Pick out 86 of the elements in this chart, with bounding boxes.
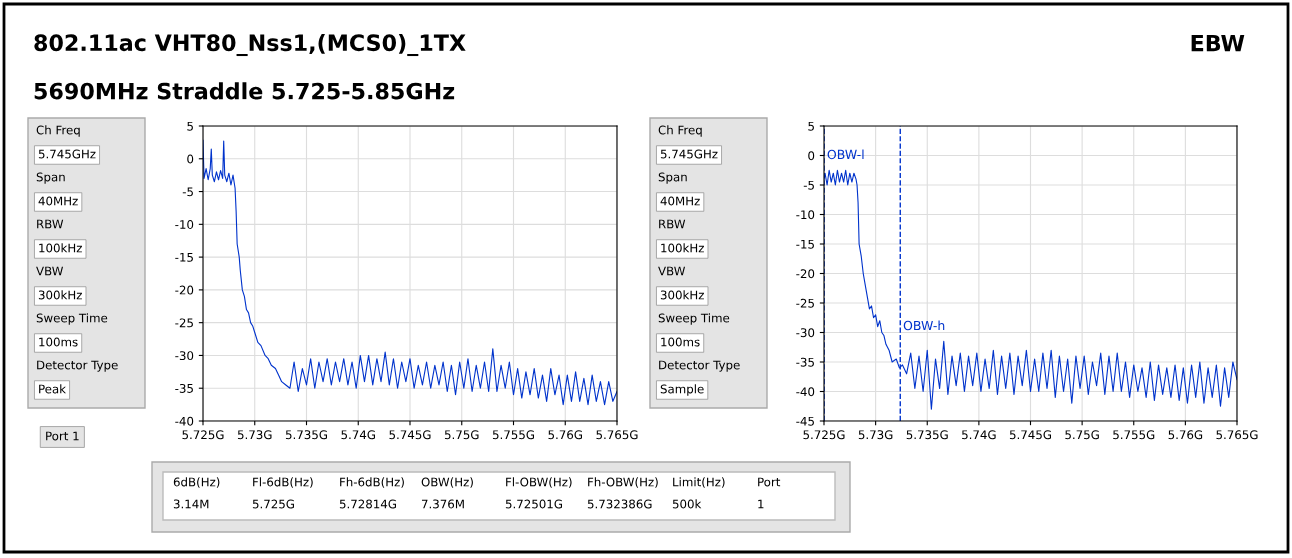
x-tick-label: 5.755G [492,430,534,440]
x-tick-label: 5.755G [1113,430,1155,440]
text: 100kHz [39,243,82,253]
y-tick-label: -40 [796,387,815,397]
text: 7.376M [421,499,464,509]
y-tick-label: -40 [175,416,194,426]
text: Fl-6dB(Hz) [253,477,313,488]
text: Detector Type [659,360,740,372]
x-tick-label: 5.75G [444,430,479,440]
y-tick-label: -10 [175,220,194,229]
text: Sweep Time [36,313,108,325]
annotation: OBW-h [903,320,945,331]
text: 300kHz [38,290,82,300]
y-tick-label: -35 [796,357,814,367]
x-tick-label: 5.73G [237,430,272,440]
chart-subtitle: 5690MHz Straddle 5.725-5.85GHz [34,82,455,100]
text: OBW(Hz) [421,477,473,488]
y-tick-label: -5 [803,180,814,190]
y-tick-label: -10 [796,210,815,220]
text: 5.725G [252,499,294,509]
text: Port 1 [46,431,79,441]
x-tick-label: 5.73G [858,430,893,440]
text: VBW [658,266,686,276]
text: 5.72814G [339,499,396,509]
y-tick-label: -45 [796,416,814,426]
text: 40MHz [660,196,700,206]
y-tick-label: 0 [187,154,194,164]
chart-title: 802.11ac VHT80_Nss1,(MCS0)_1TX [34,33,466,57]
text: Span [658,172,687,184]
x-tick-label: 5.765G [596,430,638,440]
x-tick-label: 5.725G [182,430,224,440]
x-tick-label: 5.76G [548,430,582,440]
y-tick-label: 0 [808,151,815,161]
text: 3.14M [173,499,209,509]
x-tick-label: 5.735G [285,430,327,440]
x-tick-label: 5.745G [389,430,431,440]
text: Detector Type [37,360,118,372]
y-tick-label: -20 [175,285,194,295]
y-tick-label: -25 [175,318,193,328]
text: Sweep Time [658,313,730,325]
y-tick-label: -30 [796,328,815,338]
text: 5.72501G [505,499,562,509]
x-tick-label: 5.745G [1009,430,1051,440]
text: 5.732386G [587,499,652,509]
text: Ch Freq [36,125,80,137]
text: 300kHz [660,290,704,300]
text: 100ms [39,337,78,347]
text: 100ms [661,337,700,347]
text: 5.745GHz [38,149,96,159]
x-tick-label: 5.735G [906,430,948,440]
text: Fh-6dB(Hz) [340,477,404,488]
annotation: OBW-l [827,149,864,160]
x-tick-label: 5.74G [341,430,375,440]
line-series [203,139,617,406]
x-tick-label: 5.74G [962,430,996,440]
text: Span [36,172,65,184]
text: Fh-OBW(Hz) [588,477,658,488]
text: Limit(Hz) [673,477,725,488]
x-tick-label: 5.76G [1168,430,1203,440]
x-tick-label: 5.75G [1065,430,1099,440]
text: RBW [659,219,686,229]
text: 1 [758,499,764,509]
y-tick-label: -20 [796,269,815,279]
y-tick-label: 5 [187,121,193,131]
y-tick-label: 5 [808,121,814,131]
text: 5.745GHz [660,149,718,159]
text: EBW [1191,34,1245,52]
y-tick-label: -30 [175,351,194,361]
x-tick-label: 5.725G [803,430,845,440]
y-tick-label: -15 [796,239,814,249]
y-tick-label: -5 [182,187,193,197]
text: 100kHz [661,243,704,253]
x-tick-label: 5.765G [1216,430,1258,440]
text: 500k [672,499,702,509]
text: 6dB(Hz) [173,477,220,488]
y-tick-label: -35 [175,383,193,393]
text: Ch Freq [658,125,702,137]
y-tick-label: -15 [175,252,193,262]
y-tick-label: -25 [796,298,814,308]
text: Port [758,477,781,487]
text: RBW [37,219,64,229]
text: Peak [39,384,66,394]
text: Sample [660,384,704,396]
text: 40MHz [38,196,78,206]
text: Fl-OBW(Hz) [506,477,572,488]
text: VBW [36,266,64,276]
